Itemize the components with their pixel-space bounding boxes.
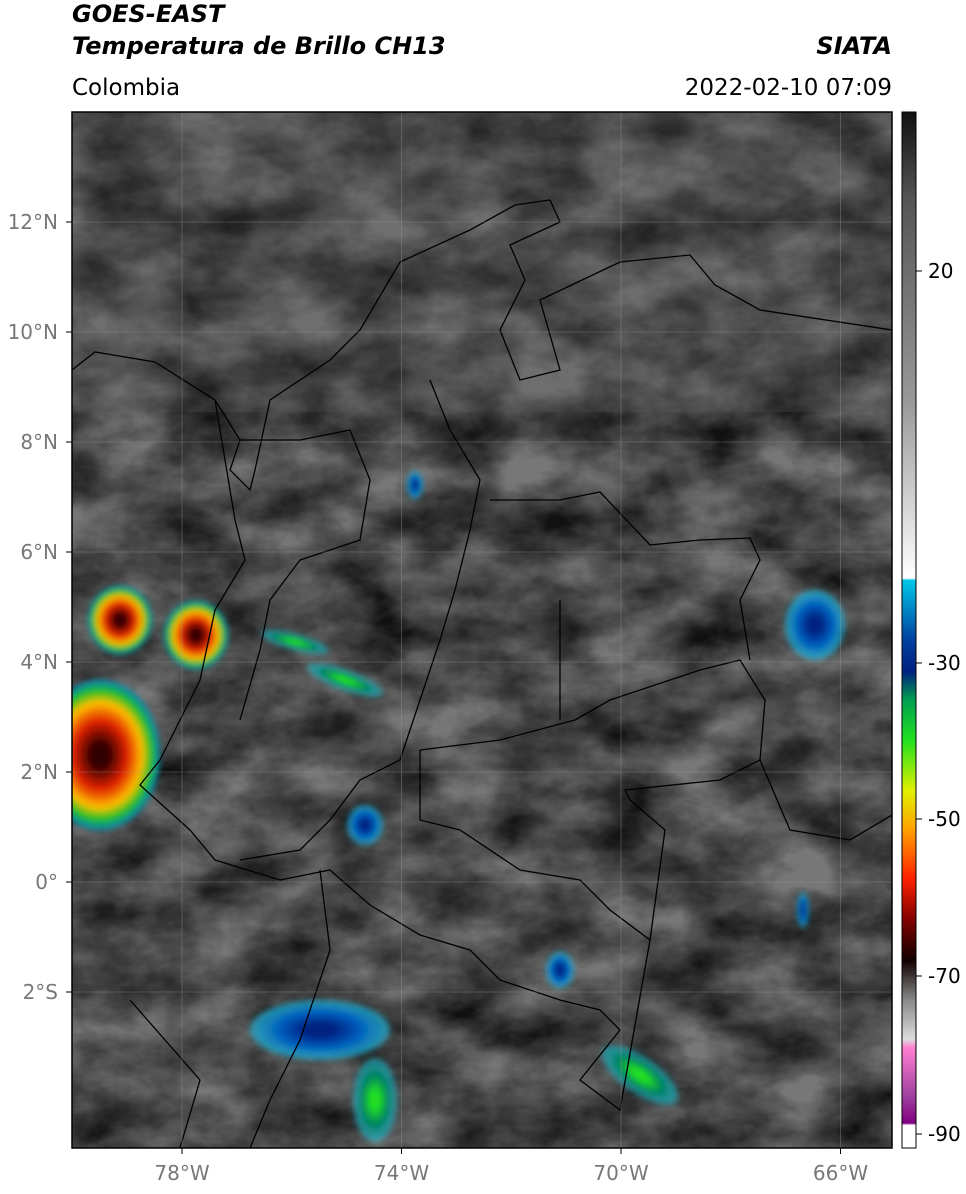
lat-label: 0°	[35, 870, 58, 894]
lat-label: 2°N	[20, 760, 58, 784]
colorbar-label: -30	[928, 651, 961, 675]
lat-label: 10°N	[8, 320, 58, 344]
lat-label: 8°N	[20, 430, 58, 454]
graticule	[72, 112, 892, 1148]
lat-label: 4°N	[20, 650, 58, 674]
lat-label: 6°N	[20, 540, 58, 564]
colorbar-label: -90	[928, 1122, 961, 1146]
colorbar	[901, 111, 917, 1149]
map-frame	[71, 111, 893, 1149]
lon-label: 70°W	[593, 1161, 648, 1185]
lon-label: 66°W	[813, 1161, 868, 1185]
lat-label: 12°N	[8, 210, 58, 234]
product-title: Temperatura de Brillo CH13	[72, 32, 446, 60]
lon-label: 78°W	[154, 1161, 209, 1185]
datetime: 2022-02-10 07:09	[685, 75, 892, 101]
lon-label: 74°W	[374, 1161, 429, 1185]
source-title: GOES-EAST	[72, 0, 226, 28]
satellite-image	[72, 112, 892, 1148]
region: Colombia	[72, 75, 180, 101]
colorbar-label: -50	[928, 807, 961, 831]
borders	[72, 199, 892, 1148]
colorbar-label: 20	[928, 259, 953, 283]
colorbar-label: -70	[928, 964, 961, 988]
agency: SIATA	[816, 32, 892, 60]
lat-label: 2°S	[23, 980, 58, 1004]
